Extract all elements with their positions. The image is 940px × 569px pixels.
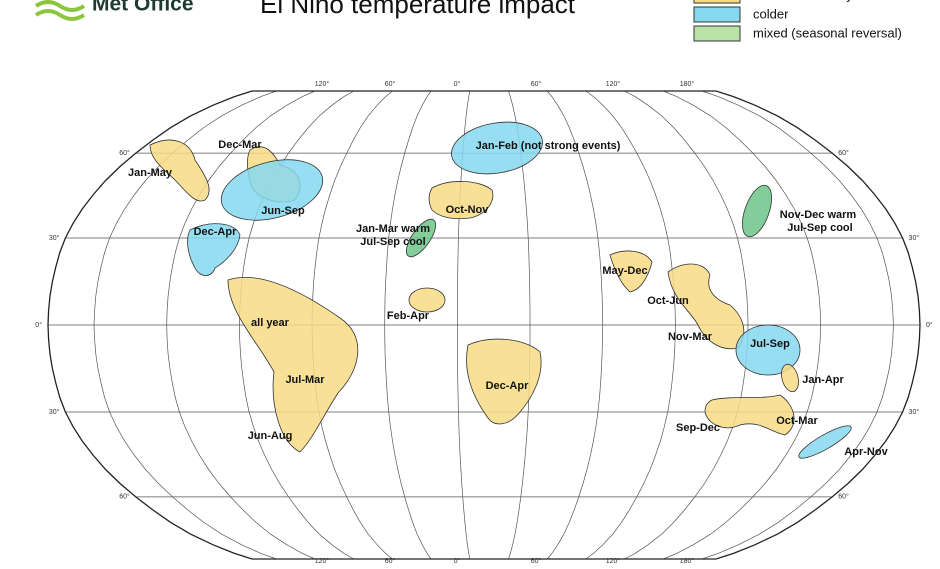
region-area bbox=[187, 223, 241, 276]
region-area bbox=[227, 276, 359, 453]
region-label: Oct-Jun bbox=[647, 295, 689, 307]
legend-label: colder bbox=[753, 6, 789, 21]
region-label: Jan-Mar warm bbox=[356, 223, 430, 235]
region-label: Jul-Sep bbox=[750, 338, 790, 350]
longitude-label: 60° bbox=[385, 80, 396, 88]
region-label: Nov-Mar bbox=[668, 331, 713, 343]
region-area bbox=[149, 139, 210, 202]
latitude-label: 60° bbox=[119, 149, 130, 157]
longitude-label: 120° bbox=[315, 80, 330, 88]
region-area bbox=[466, 338, 542, 425]
longitude-label: 0° bbox=[454, 557, 461, 564]
legend-swatch bbox=[693, 25, 741, 42]
region-area bbox=[781, 363, 799, 393]
region-area bbox=[742, 184, 772, 238]
latitude-label: 30° bbox=[49, 234, 60, 242]
longitude-label: 180° bbox=[680, 80, 695, 88]
region-label: Jul-Sep cool bbox=[787, 222, 852, 234]
logo-text: Met Office bbox=[92, 0, 194, 16]
region-label: Dec-Mar bbox=[218, 139, 262, 151]
region-area bbox=[451, 121, 543, 175]
region-label: Jan-Feb (not strong events) bbox=[476, 140, 621, 152]
latitude-label: 0° bbox=[926, 321, 933, 329]
region-area bbox=[798, 425, 852, 459]
region-area bbox=[735, 324, 801, 376]
region-label: May-Dec bbox=[602, 265, 647, 277]
region-label: Jul-Sep cool bbox=[360, 236, 425, 248]
meridian bbox=[585, 90, 676, 560]
longitude-label: 60° bbox=[385, 557, 396, 564]
region-label: Jun-Sep bbox=[261, 205, 305, 217]
logo-icon bbox=[34, 0, 86, 21]
title: El Niño temperature impact bbox=[260, 0, 576, 19]
region-label: Dec-Apr bbox=[486, 380, 530, 392]
meridian bbox=[701, 90, 894, 560]
region-label: Jan-May bbox=[128, 167, 173, 179]
longitude-label: 120° bbox=[606, 557, 621, 564]
legend-label: warmer tendency bbox=[752, 0, 853, 2]
region-area bbox=[704, 394, 795, 436]
latitude-label: 60° bbox=[838, 149, 849, 157]
region-label: Jul-Mar bbox=[285, 374, 325, 386]
meridian bbox=[663, 90, 822, 560]
meridian bbox=[624, 90, 749, 560]
latitude-label: 60° bbox=[838, 493, 849, 501]
graticule: 120° 120° 60° 60° 0° 0° 60° 60° 120° 120° 180° 180°… bbox=[35, 80, 933, 565]
region-label: Jun-Aug bbox=[248, 430, 293, 442]
regions: Jan-May Dec-Mar Jun-Sep Dec-Apr Jan-Feb (not… bbox=[128, 121, 889, 459]
meridian bbox=[166, 90, 316, 560]
longitude-label: 120° bbox=[315, 557, 330, 564]
legend-label: mixed (seasonal reversal) bbox=[753, 25, 902, 40]
region-label: Jan-Apr bbox=[802, 374, 844, 386]
region-label: Feb-Apr bbox=[387, 310, 430, 322]
region-area bbox=[220, 159, 324, 221]
region-area bbox=[609, 250, 653, 293]
legend-swatch bbox=[693, 0, 741, 4]
region-area bbox=[405, 218, 437, 258]
longitude-label: 120° bbox=[606, 80, 621, 88]
longitude-label: 0° bbox=[454, 80, 461, 88]
longitude-label: 60° bbox=[531, 80, 542, 88]
latitude-label: 30° bbox=[909, 408, 920, 416]
latitude-label: 30° bbox=[49, 408, 60, 416]
latitude-label: 30° bbox=[909, 234, 920, 242]
region-label: Oct-Mar bbox=[776, 415, 818, 427]
region-label: Sep-Dec bbox=[676, 422, 720, 434]
latitude-label: 0° bbox=[35, 321, 42, 329]
region-label: all year bbox=[251, 317, 290, 329]
region-area bbox=[428, 181, 494, 220]
legend-swatch bbox=[693, 6, 741, 23]
region-area bbox=[667, 263, 745, 350]
meridian bbox=[546, 90, 604, 560]
legend: warmer tendency colder mixed (seasonal rev… bbox=[693, 0, 902, 42]
longitude-label: 180° bbox=[680, 557, 695, 564]
region-label: Nov-Dec warm bbox=[780, 209, 857, 221]
longitude-label: 60° bbox=[531, 557, 542, 564]
map-border bbox=[47, 90, 921, 560]
latitude-label: 60° bbox=[119, 493, 130, 501]
region-label: Oct-Nov bbox=[446, 204, 490, 216]
meridian bbox=[239, 90, 354, 560]
meridian bbox=[384, 90, 432, 560]
region-area bbox=[408, 287, 446, 313]
region-label: Dec-Apr bbox=[194, 226, 238, 238]
region-label: Apr-Nov bbox=[844, 446, 888, 458]
